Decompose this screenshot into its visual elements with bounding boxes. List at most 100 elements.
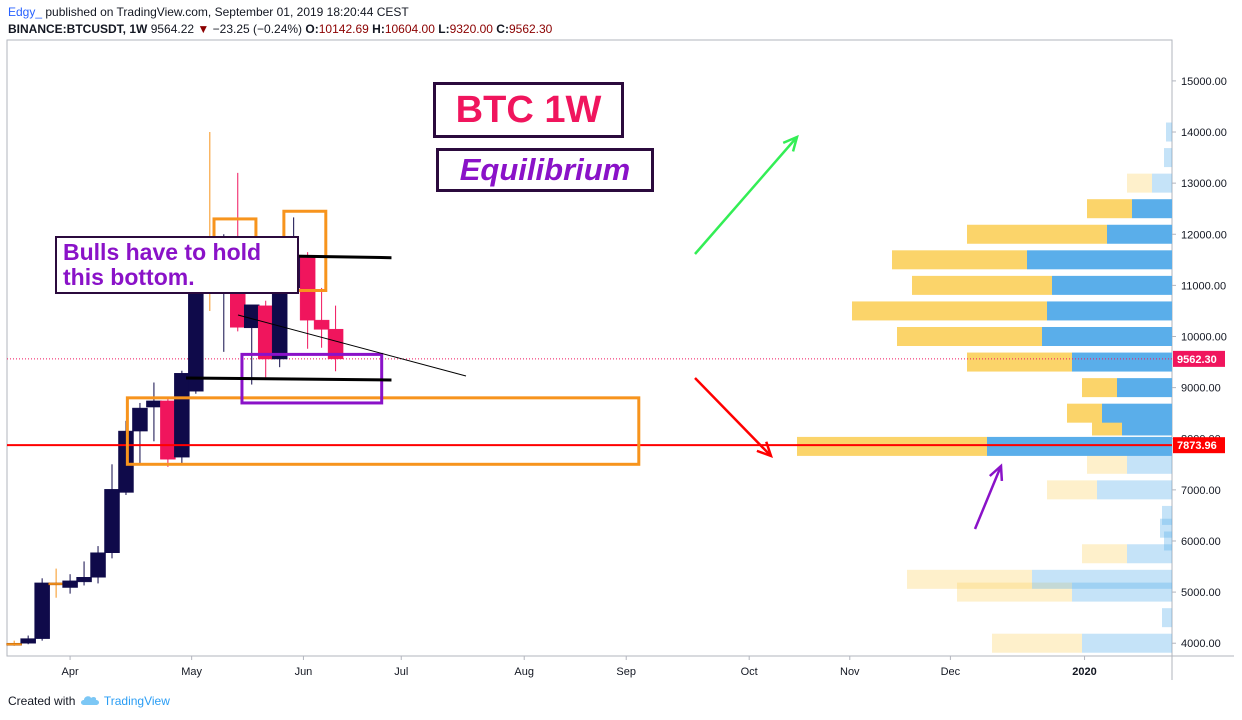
volume-bar-up xyxy=(992,633,1082,653)
y-tick-label: 14000.00 xyxy=(1181,127,1227,139)
volume-bar-down xyxy=(1162,608,1172,628)
y-tick-label: 12000.00 xyxy=(1181,229,1227,241)
candle xyxy=(132,402,148,466)
volume-bar-down xyxy=(1107,224,1172,244)
price-label-bg xyxy=(1173,437,1225,454)
volume-bar-up xyxy=(957,582,1072,602)
candle xyxy=(34,578,50,641)
author-name[interactable]: Edgy_ xyxy=(8,5,43,19)
y-tick-label: 7000.00 xyxy=(1181,485,1221,497)
volume-bar-down xyxy=(1032,569,1172,589)
price-label-bg xyxy=(1173,350,1225,367)
red-arrow xyxy=(694,377,774,459)
footer: Created with TradingView xyxy=(8,694,170,708)
price-label: 9562.30 xyxy=(1177,354,1217,366)
candle-body xyxy=(48,582,64,586)
candle-body xyxy=(243,304,260,329)
y-tick-label: 11000.00 xyxy=(1181,280,1226,292)
close-value: 9562.30 xyxy=(508,22,553,36)
purple-arrow-shaft xyxy=(973,465,1003,530)
volume-bar-up xyxy=(1047,480,1097,500)
y-tick-label: 4000.00 xyxy=(1181,638,1221,650)
volume-bar-down xyxy=(1164,148,1172,168)
volume-bar-up xyxy=(1087,199,1132,219)
volume-bar-down xyxy=(1072,582,1172,602)
candle-body xyxy=(257,305,274,360)
candle xyxy=(174,370,190,466)
volume-bar-down xyxy=(987,436,1172,456)
title-annotation[interactable]: BTC 1W xyxy=(433,82,624,138)
y-tick-label: 10000.00 xyxy=(1181,331,1227,343)
volume-bar-up xyxy=(967,224,1107,244)
volume-bar-up xyxy=(1082,544,1127,564)
x-tick-label: Jul xyxy=(394,666,408,678)
candle-body xyxy=(132,407,148,432)
high-label: H: xyxy=(372,22,385,36)
x-tick-label: Nov xyxy=(840,666,860,678)
candle xyxy=(327,305,344,372)
purple-arrow-head xyxy=(988,463,1004,482)
volume-bar-up xyxy=(1127,173,1152,193)
candle-body xyxy=(174,373,190,458)
candle xyxy=(62,574,78,594)
high-value: 10604.00 xyxy=(384,22,435,36)
volume-bar-down xyxy=(1127,454,1172,474)
x-tick-label: Apr xyxy=(62,666,79,678)
created-with-label: Created with xyxy=(8,694,76,708)
volume-bar-down xyxy=(1166,122,1172,142)
price-change: −23.25 (−0.24%) xyxy=(212,22,303,36)
volume-bar-up xyxy=(897,326,1042,346)
volume-bar-down xyxy=(1027,250,1172,270)
volume-bar-down xyxy=(1082,633,1172,653)
candle-body xyxy=(327,328,344,360)
volume-bar-up xyxy=(1082,378,1117,398)
candle-body xyxy=(104,489,120,553)
note-pointer-line xyxy=(237,314,467,377)
subtitle-annotation[interactable]: Equilibrium xyxy=(436,148,654,192)
candle-body xyxy=(271,287,288,360)
candle-body xyxy=(188,287,204,392)
candle xyxy=(104,464,120,559)
close-label: C: xyxy=(496,22,509,36)
red-arrow-shaft xyxy=(694,377,772,457)
volume-bar-down xyxy=(1042,326,1172,346)
candle xyxy=(160,398,176,467)
candle-body xyxy=(90,552,106,578)
candle xyxy=(257,300,274,378)
volume-bar-up xyxy=(797,436,987,456)
tradingview-cloud-icon xyxy=(79,694,101,708)
symbol-label[interactable]: BINANCE:BTCUSDT, 1W xyxy=(8,22,148,36)
note-annotation[interactable]: Bulls have to hold this bottom. xyxy=(55,236,299,294)
publish-info: Edgy_ published on TradingView.com, Sept… xyxy=(8,5,409,19)
candle xyxy=(90,546,106,584)
volume-bar-up xyxy=(892,250,1027,270)
volume-bar-down xyxy=(1097,480,1172,500)
candle-body xyxy=(6,642,22,646)
volume-bar-up xyxy=(912,275,1052,295)
x-tick-label: Aug xyxy=(514,666,534,678)
y-tick-label: 15000.00 xyxy=(1181,76,1227,88)
candle-body xyxy=(146,400,162,408)
green-arrow-shaft xyxy=(694,136,798,255)
y-tick-label: 9000.00 xyxy=(1181,383,1221,395)
candle xyxy=(76,561,92,586)
candle xyxy=(299,252,316,349)
candle-body xyxy=(76,577,92,583)
candle-body xyxy=(313,319,330,330)
purple-arrow xyxy=(973,463,1004,530)
open-value: 10142.69 xyxy=(318,22,369,36)
volume-bar-down xyxy=(1052,275,1172,295)
volume-bar-down xyxy=(1047,301,1172,321)
publish-text: published on TradingView.com, September … xyxy=(45,5,409,19)
volume-bar-down xyxy=(1072,352,1172,372)
volume-bar-down xyxy=(1152,173,1172,193)
open-label: O: xyxy=(305,22,319,36)
last-price: 9564.22 xyxy=(150,22,195,36)
volume-bar-down xyxy=(1164,531,1172,551)
volume-bar-up xyxy=(1067,403,1102,423)
x-tick-label: Jun xyxy=(295,666,313,678)
volume-bar-down xyxy=(1160,518,1172,538)
ohlc-legend: BINANCE:BTCUSDT, 1W 9564.22 ▼ −23.25 (−0… xyxy=(8,22,552,36)
tradingview-brand[interactable]: TradingView xyxy=(103,694,170,708)
